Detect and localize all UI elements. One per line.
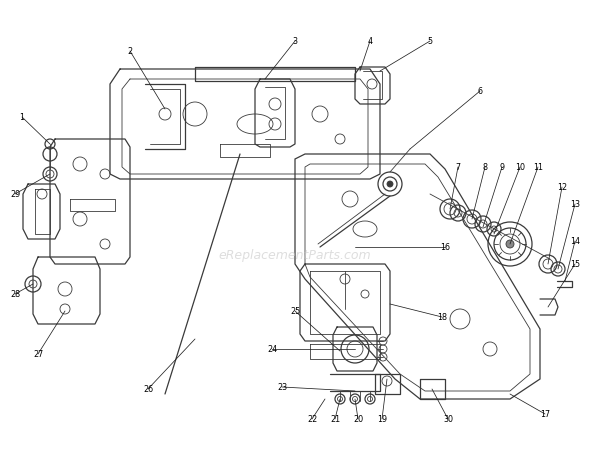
Text: 29: 29 — [10, 190, 20, 199]
Text: 2: 2 — [127, 47, 133, 56]
Text: 17: 17 — [540, 409, 550, 419]
Text: 25: 25 — [290, 307, 300, 316]
Circle shape — [506, 241, 514, 248]
Text: 1: 1 — [19, 113, 25, 122]
Text: 4: 4 — [368, 38, 372, 46]
Text: 26: 26 — [143, 385, 153, 394]
Text: 6: 6 — [477, 87, 483, 96]
Text: 5: 5 — [427, 38, 432, 46]
Text: 18: 18 — [437, 313, 447, 322]
Circle shape — [387, 182, 393, 188]
Text: 30: 30 — [443, 414, 453, 424]
Text: 27: 27 — [33, 350, 43, 359]
Text: 15: 15 — [570, 260, 580, 269]
Text: 13: 13 — [570, 200, 580, 209]
Text: 10: 10 — [515, 163, 525, 172]
Text: 11: 11 — [533, 163, 543, 172]
Text: 12: 12 — [557, 183, 567, 192]
Text: 3: 3 — [293, 38, 297, 46]
Text: 7: 7 — [455, 163, 461, 172]
Text: 21: 21 — [330, 414, 340, 424]
Text: 28: 28 — [10, 290, 20, 299]
Text: 22: 22 — [307, 414, 317, 424]
Text: 24: 24 — [267, 345, 277, 354]
Text: 9: 9 — [500, 163, 504, 172]
Text: 19: 19 — [377, 414, 387, 424]
Text: eReplacementParts.com: eReplacementParts.com — [219, 248, 371, 261]
Text: 14: 14 — [570, 237, 580, 246]
Text: 20: 20 — [353, 414, 363, 424]
Text: 16: 16 — [440, 243, 450, 252]
Text: 23: 23 — [277, 383, 287, 392]
Text: 8: 8 — [483, 163, 487, 172]
